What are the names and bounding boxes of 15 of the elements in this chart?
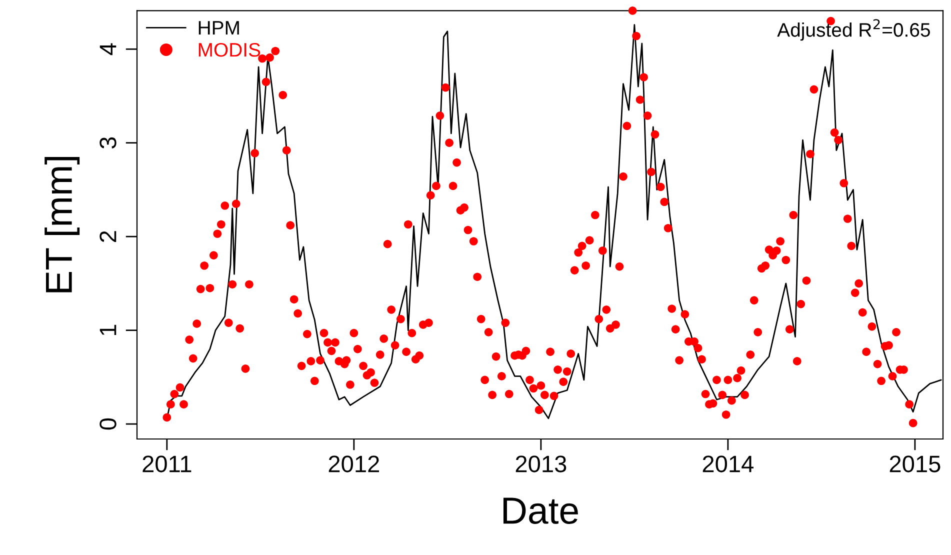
x-axis-title: Date [503, 498, 578, 524]
x-tick-label: 2015 [890, 456, 940, 472]
legend-label: MODIS [198, 42, 260, 57]
y-tick-label: 1 [100, 324, 116, 336]
annotation: Adjusted R$^{2}$=0.65 [777, 19, 930, 41]
legend-label: HPM [198, 21, 239, 35]
x-tick-label: 2011 [142, 456, 192, 472]
y-tick-label: 0 [100, 418, 116, 430]
y-tick-label: 3 [100, 137, 116, 149]
y-tick-label: 4 [100, 43, 116, 56]
y-tick-label: 2 [100, 231, 116, 242]
x-tick-label: 2012 [328, 456, 380, 472]
x-tick-label: 2014 [702, 456, 754, 472]
x-tick-label: 2013 [516, 456, 566, 472]
y-axis-title: ET [mm] [44, 157, 80, 292]
